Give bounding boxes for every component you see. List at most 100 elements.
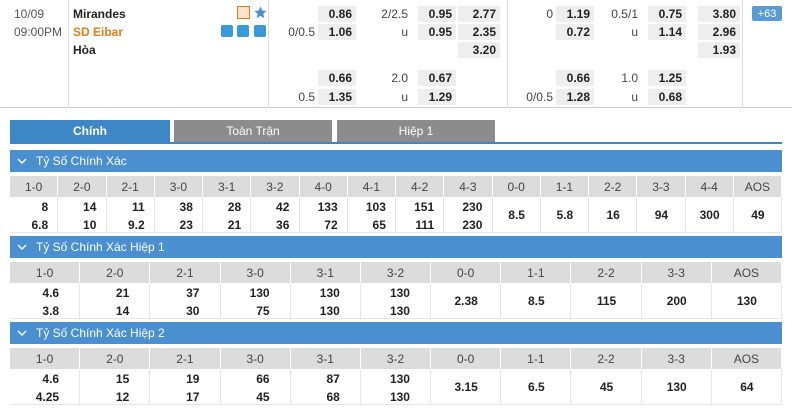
section-header[interactable] <box>10 236 782 258</box>
odds-value[interactable]: 16 <box>606 208 620 222</box>
odds-value[interactable]: 115 <box>596 294 617 308</box>
home-team[interactable]: Mirandes <box>73 7 126 21</box>
section-header[interactable] <box>10 322 782 344</box>
odds-value[interactable]: 230 <box>462 218 483 232</box>
odds-value[interactable]: 2.77 <box>458 6 500 22</box>
odds-value[interactable]: 130 <box>249 286 270 300</box>
icon[interactable] <box>221 25 233 37</box>
star-icon[interactable] <box>254 6 267 19</box>
column-header: 3-0 <box>154 176 203 197</box>
odds-value[interactable]: 68 <box>326 390 340 404</box>
odds-value[interactable]: 45 <box>256 390 270 404</box>
tab[interactable]: Hiệp 1 <box>337 120 495 142</box>
odds-value[interactable]: 1.29 <box>418 89 456 105</box>
odds-value[interactable]: 1.19 <box>556 6 594 22</box>
odds-value[interactable]: 8.5 <box>508 208 525 222</box>
odds-value[interactable]: 0.86 <box>318 6 356 22</box>
odds-value[interactable]: 4.25 <box>35 390 60 404</box>
odds-value[interactable]: 3.8 <box>42 304 60 318</box>
odds-value[interactable]: 17 <box>186 390 200 404</box>
odds-value[interactable]: 38 <box>179 200 193 214</box>
odds-value[interactable]: 94 <box>654 208 669 222</box>
odds-value[interactable]: 28 <box>227 200 242 214</box>
odds-value[interactable]: 11 <box>131 200 145 214</box>
odds-value[interactable]: 130 <box>389 390 410 404</box>
odds-value[interactable]: 0.66 <box>318 70 356 86</box>
odds-value[interactable]: 130 <box>389 372 410 386</box>
odds-value[interactable]: 9.2 <box>127 218 145 232</box>
odds-value[interactable]: 23 <box>179 218 193 232</box>
odds-value[interactable]: 72 <box>324 218 338 232</box>
odds-value[interactable]: 300 <box>699 208 720 222</box>
odds-value[interactable]: 0.72 <box>556 24 594 40</box>
odds-value[interactable]: 2.38 <box>454 294 478 308</box>
cell <box>10 283 81 319</box>
odds-value[interactable]: 66 <box>256 372 270 386</box>
away-team[interactable]: SD Eibar <box>73 25 124 39</box>
odds-value[interactable]: 45 <box>599 380 614 394</box>
odds-value[interactable]: 1.35 <box>318 89 356 105</box>
odds-value[interactable]: 1.14 <box>648 24 686 40</box>
icon[interactable] <box>254 25 266 37</box>
odds-value[interactable]: 0.95 <box>418 6 456 22</box>
odds-value[interactable]: 12 <box>115 390 130 404</box>
odds-value[interactable]: 130 <box>319 304 340 318</box>
odds-value[interactable]: 1.28 <box>556 89 594 105</box>
icon[interactable] <box>237 6 250 19</box>
odds-value[interactable]: 1.06 <box>318 24 356 40</box>
odds-value[interactable]: 8 <box>41 200 49 214</box>
odds-value[interactable]: 4.6 <box>42 286 60 300</box>
odds-value[interactable]: 21 <box>227 218 242 232</box>
cell <box>685 197 734 233</box>
odds-value[interactable]: 8.5 <box>528 294 545 308</box>
odds-value[interactable]: 49 <box>751 208 765 222</box>
odds-value[interactable]: 3.20 <box>458 42 500 58</box>
odds-value[interactable]: 15 <box>115 372 130 386</box>
odds-value[interactable]: 111 <box>415 218 435 232</box>
odds-value[interactable]: 14 <box>83 200 97 214</box>
odds-value[interactable]: 10 <box>83 218 97 232</box>
odds-value[interactable]: 0.68 <box>648 89 686 105</box>
odds-value[interactable]: 64 <box>740 380 754 394</box>
odds-value[interactable]: 1.25 <box>648 70 686 86</box>
odds-value[interactable]: 200 <box>666 294 687 308</box>
odds-value[interactable]: 4.6 <box>42 372 60 386</box>
odds-value[interactable]: 230 <box>462 200 483 214</box>
section-header[interactable] <box>10 150 782 172</box>
odds-value[interactable]: 0.67 <box>418 70 456 86</box>
odds-value[interactable]: 19 <box>186 372 200 386</box>
odds-value[interactable]: 130 <box>389 286 410 300</box>
odds-value[interactable]: 0.75 <box>648 6 686 22</box>
odds-value[interactable]: 0.95 <box>418 24 456 40</box>
icon[interactable] <box>237 25 249 37</box>
odds-value[interactable]: 130 <box>319 286 340 300</box>
odds-value[interactable]: 133 <box>317 200 338 214</box>
odds-value[interactable]: 42 <box>276 200 290 214</box>
odds-value[interactable]: 2.96 <box>698 24 740 40</box>
odds-value[interactable]: 30 <box>186 304 200 318</box>
more-badge[interactable]: +63 <box>752 6 782 21</box>
odds-value[interactable]: 14 <box>115 304 130 318</box>
odds-value[interactable]: 37 <box>186 286 200 300</box>
odds-value[interactable]: 87 <box>326 372 340 386</box>
odds-value[interactable]: 75 <box>256 304 270 318</box>
tab[interactable]: Toàn Trận <box>174 120 332 142</box>
odds-value[interactable]: 5.8 <box>556 208 574 222</box>
odds-value[interactable]: 6.8 <box>31 218 49 232</box>
odds-value[interactable]: 3.80 <box>698 6 740 22</box>
odds-value[interactable]: 1.93 <box>698 42 740 58</box>
odds-value[interactable]: 2.35 <box>458 24 500 40</box>
tab[interactable]: Chính <box>10 120 170 142</box>
column-header: 1-0 <box>10 348 81 369</box>
odds-value[interactable]: 130 <box>736 294 757 308</box>
odds-value[interactable]: 6.5 <box>528 380 545 394</box>
odds-value[interactable]: 103 <box>365 200 386 214</box>
odds-value[interactable]: 65 <box>372 218 386 232</box>
odds-value[interactable]: 3.15 <box>454 380 478 394</box>
odds-value[interactable]: 0.66 <box>556 70 594 86</box>
odds-value[interactable]: 130 <box>389 304 410 318</box>
odds-value[interactable]: 151 <box>414 200 435 214</box>
odds-value[interactable]: 21 <box>115 286 130 300</box>
odds-value[interactable]: 130 <box>666 380 687 394</box>
odds-value[interactable]: 36 <box>276 218 290 232</box>
